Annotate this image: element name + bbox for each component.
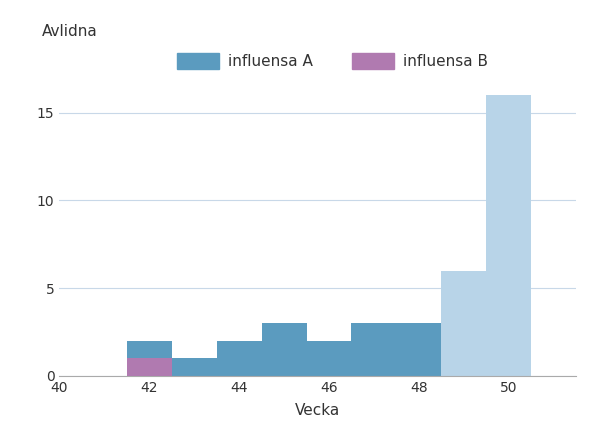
Text: Avlidna: Avlidna — [42, 24, 97, 39]
Bar — [261, 323, 307, 376]
X-axis label: Vecka: Vecka — [295, 403, 340, 418]
Bar — [172, 358, 217, 376]
Bar — [441, 270, 486, 376]
Bar — [307, 341, 352, 376]
Bar — [127, 341, 172, 376]
Bar — [486, 95, 531, 376]
Bar — [396, 323, 441, 376]
Bar — [352, 323, 396, 376]
Bar — [217, 341, 261, 376]
Bar — [127, 358, 172, 376]
Legend: influensa A, influensa B: influensa A, influensa B — [170, 47, 495, 76]
